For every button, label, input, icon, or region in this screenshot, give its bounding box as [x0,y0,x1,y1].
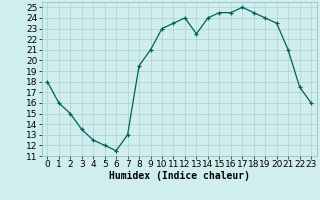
X-axis label: Humidex (Indice chaleur): Humidex (Indice chaleur) [109,171,250,181]
